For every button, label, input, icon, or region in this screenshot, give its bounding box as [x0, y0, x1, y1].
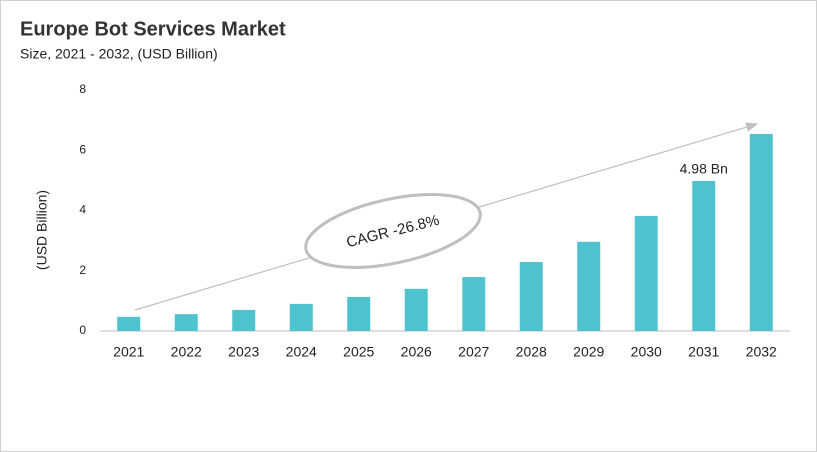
x-tick-label: 2023	[228, 344, 259, 360]
cagr-ellipse	[304, 193, 482, 269]
y-tick-label: 8	[79, 82, 86, 96]
value-label: 4.98 Bn	[680, 161, 728, 177]
x-tick-label: 2032	[746, 344, 777, 360]
bar	[749, 133, 773, 331]
bar	[404, 288, 428, 331]
x-tick-label: 2028	[516, 344, 547, 360]
chart-title: Europe Bot Services Market	[20, 18, 286, 40]
bar	[347, 296, 371, 331]
bar	[232, 309, 256, 331]
x-tick-label: 2031	[688, 344, 719, 360]
bar	[577, 241, 601, 331]
bar	[117, 316, 141, 331]
x-tick-label: 2026	[401, 344, 432, 360]
y-tick-label: 0	[79, 323, 86, 337]
x-tick-label: 2024	[286, 344, 317, 360]
chart-subtitle: Size, 2021 - 2032, (USD Billion)	[20, 46, 218, 62]
bar	[634, 215, 658, 331]
bar	[519, 262, 543, 331]
bar	[174, 314, 198, 331]
x-tick-label: 2027	[458, 344, 489, 360]
x-tick-label: 2021	[113, 344, 144, 360]
bar	[692, 180, 716, 331]
y-tick-label: 6	[79, 142, 86, 156]
bar	[289, 303, 313, 331]
x-tick-label: 2030	[631, 344, 662, 360]
x-tick-label: 2029	[573, 344, 604, 360]
bar	[462, 277, 486, 331]
x-tick-label: 2022	[171, 344, 202, 360]
y-tick-label: 4	[79, 203, 86, 217]
x-tick-label: 2025	[343, 344, 374, 360]
y-tick-label: 2	[79, 263, 86, 277]
y-axis-label: (USD Billion)	[34, 190, 50, 270]
